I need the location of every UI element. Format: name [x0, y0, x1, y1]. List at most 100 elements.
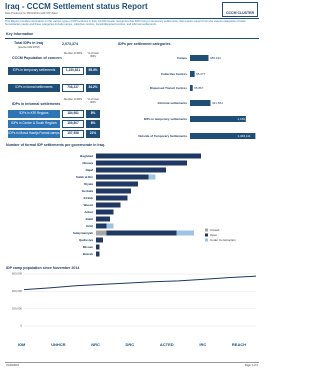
logo-row: IOM UNHCR NRC DRC ACTED IRC REACH: [5, 338, 259, 352]
row-percent: 55.4%: [86, 67, 100, 75]
chart-title: Number of formal IDP settlements per gov…: [6, 143, 105, 147]
category-label: Ninewa: [82, 161, 93, 165]
value-label: 421,564: [212, 101, 223, 105]
legend-label: Under Construction: [210, 238, 236, 242]
bar-segment: [96, 153, 201, 159]
partner-logo: UNHCR: [51, 342, 66, 347]
row-label: IDPs in formal settlements: [8, 84, 60, 92]
category-label: Diyala: [84, 182, 93, 186]
bar-segment: [96, 230, 107, 236]
col-percent: % of total IDPs: [87, 52, 99, 58]
category-label: IDPs in temporary settlements: [144, 117, 188, 121]
legend-swatch: [205, 228, 208, 232]
category-label: Dispersed Transit Centres: [150, 86, 188, 90]
category-label: Qadissiya: [79, 238, 94, 242]
category-label: Kerbala: [82, 189, 93, 193]
category-label: Salah al Din: [76, 175, 93, 179]
col-percent: % of total IDPs: [87, 98, 99, 104]
rule: [5, 38, 259, 39]
y-tick-label: 0: [20, 324, 22, 328]
page: {"header":{"title":"Iraq - CCCM Settleme…: [5, 2, 259, 367]
row-number: 157,558: [62, 130, 84, 138]
bar: [190, 116, 246, 122]
categories-heading: IDPs per settlement categories: [118, 42, 171, 46]
category-label: Basrah: [83, 252, 93, 256]
line: [23, 275, 257, 291]
value-label: 1,150,821: [238, 117, 252, 121]
col-number: Number of IDPs: [63, 52, 83, 55]
category-label: Informal settlements: [158, 101, 188, 105]
col-number: Number of IDPs: [63, 98, 83, 101]
bar-segment: [96, 244, 100, 250]
bar: [190, 133, 256, 139]
category-label: Baghdad: [80, 154, 93, 158]
population-heading: CCCM Population of concern: [12, 56, 62, 60]
partner-logo: NRC: [91, 342, 100, 347]
row-number: 1,150,821: [62, 67, 84, 75]
footer-page: Page 1 of 2: [244, 364, 258, 367]
bar: [190, 85, 193, 91]
bar-segment: [96, 181, 138, 187]
category-label: Camps: [177, 56, 187, 60]
row-label: IDPs in Mosul Hawija Formal camps: [8, 130, 60, 138]
bar-segment: [96, 209, 114, 215]
category-label: Kirkuk: [84, 196, 94, 200]
bar: [190, 71, 195, 77]
settlement-chart: Camps 380,193 Collective Centres 95,277 Disp…: [138, 55, 256, 139]
bar-segment: [96, 195, 128, 201]
row-percent: 8%: [86, 120, 100, 128]
value-label: 95,277: [196, 72, 206, 76]
section-heading: Key Information: [6, 32, 34, 36]
category-label: Erbil: [86, 224, 93, 228]
bar-segment: [106, 230, 177, 236]
logo: CCCM CLUSTER: [222, 2, 258, 17]
rule: [5, 362, 259, 363]
footer-date: 01/10/2015: [6, 364, 19, 367]
value-label: 380,193: [210, 56, 221, 60]
bar-segment: [96, 160, 187, 166]
row-number: 159,807: [62, 120, 84, 128]
row-label: IDPs in KRI Regions: [8, 110, 60, 118]
chart-title: IDP camp population since November 2014: [6, 266, 79, 270]
y-tick-label: 200,000: [12, 306, 23, 310]
subtitle: Data Produced on 28/12/2014 (with IDP da…: [5, 12, 58, 15]
bar-segment: [96, 251, 100, 257]
bar-segment: [106, 223, 114, 229]
partner-logo: ACTED: [159, 342, 174, 347]
value-label: 1,346,111: [238, 134, 251, 138]
title: Iraq - CCCM Settlement status Report: [5, 2, 148, 11]
informal-label: IDPs in informal settlements: [12, 102, 61, 106]
value-label: 55,867: [194, 86, 204, 90]
intro: This Report provides information on the …: [5, 20, 246, 27]
category-label: Wassit: [83, 203, 93, 207]
bar-segment: [96, 216, 110, 222]
bar: [190, 55, 209, 61]
partner-logo: DRC: [125, 342, 135, 347]
row-number: 708,237: [62, 84, 84, 92]
partner-logo: IRC: [199, 342, 207, 347]
row-percent: 21%: [86, 130, 100, 138]
bar-segment: [96, 167, 166, 173]
row-number: 184,981: [62, 110, 84, 118]
bar-segment: [96, 174, 149, 180]
row-label: IDPs in Centre & South Regions: [8, 120, 60, 128]
row-label: IDPs in temporary settlements: [8, 67, 60, 75]
y-tick-label: 400,000: [12, 289, 23, 293]
bar-segment: [96, 223, 107, 229]
total-source: (source IOM DTM): [18, 45, 40, 49]
legend-swatch: [205, 238, 208, 242]
total-label: Total IDPs in Iraq: [14, 41, 44, 45]
governorate-chart: Number of formal IDP settlements per gov…: [6, 143, 236, 257]
category-label: Outside of Temporary Settlements: [138, 134, 187, 138]
row-percent: 34.2%: [86, 84, 100, 92]
row-percent: 8%: [86, 110, 100, 118]
y-tick-label: 600,000: [12, 272, 23, 276]
partner-logo: IOM: [17, 342, 26, 347]
total-value: 2,073,374: [62, 42, 78, 46]
category-label: Missan: [83, 245, 93, 249]
partner-logo: REACH: [231, 342, 247, 347]
bar-segment: [96, 202, 121, 208]
bar-segment: [176, 230, 194, 236]
category-label: Najaf: [86, 168, 93, 172]
bar-segment: [96, 188, 131, 194]
